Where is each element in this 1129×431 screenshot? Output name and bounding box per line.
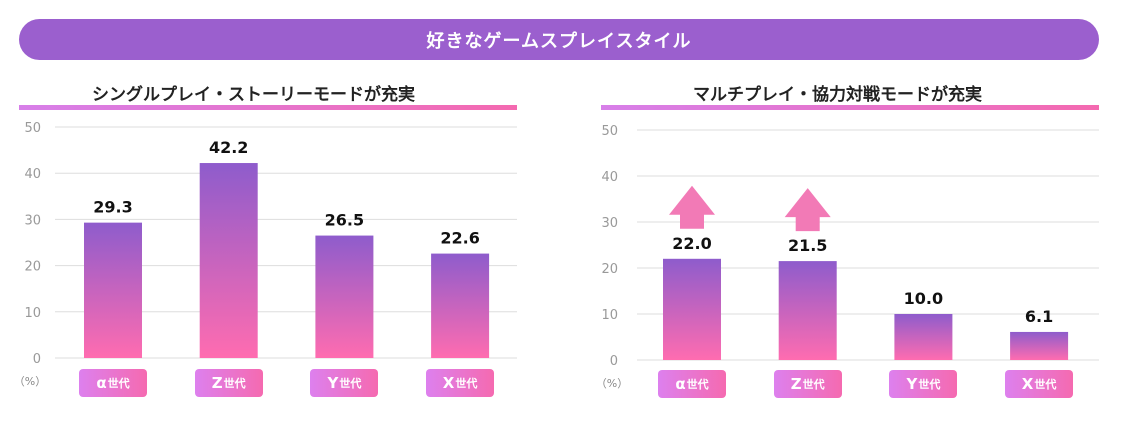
category-letter: Z [790, 375, 802, 393]
bar [778, 261, 837, 360]
y-tick-label: 30 [601, 216, 618, 231]
up-arrow-icon [669, 185, 715, 229]
bar [894, 314, 953, 360]
y-tick-label: 20 [24, 260, 41, 275]
y-tick-label: 50 [601, 124, 618, 139]
chart-title: マルチプレイ・協力対戦モードが充実 [693, 85, 982, 105]
up-arrow-icon [784, 188, 831, 232]
y-tick-label: 20 [601, 262, 618, 277]
category-letter: α [675, 375, 686, 393]
category-letter: Y [327, 374, 339, 392]
category-letter: X [442, 374, 455, 392]
y-tick-label: 50 [24, 121, 41, 136]
category-suffix: 世代 [1034, 378, 1057, 391]
bar [84, 222, 142, 358]
category-badge: Y 世代 [889, 370, 958, 398]
bar-value-label: 42.2 [209, 138, 248, 157]
bar [199, 163, 258, 358]
category-badge: α 世代 [658, 370, 726, 398]
bar-value-label: 22.0 [672, 234, 711, 253]
category-letter: Z [211, 374, 223, 392]
bar [1010, 331, 1069, 360]
bar [315, 235, 374, 358]
category-badge: X 世代 [1005, 370, 1074, 398]
bar-value-label: 26.5 [325, 211, 364, 230]
y-tick-label: 40 [601, 170, 618, 185]
y-tick-label: 10 [24, 306, 41, 321]
category-suffix: 世代 [107, 377, 130, 390]
y-unit-label: （%） [596, 377, 628, 390]
chart-title: シングルプレイ・ストーリーモードが充実 [92, 85, 415, 105]
category-badge: Z 世代 [773, 370, 842, 398]
category-suffix: 世代 [802, 378, 825, 391]
category-suffix: 世代 [339, 377, 362, 390]
category-badge: Y 世代 [310, 369, 379, 397]
category-letter: Y [906, 375, 918, 393]
category-badge: Z 世代 [194, 369, 263, 397]
y-tick-label: 0 [610, 354, 618, 369]
category-letter: X [1021, 375, 1034, 393]
bar-value-label: 22.6 [440, 229, 479, 248]
category-suffix: 世代 [455, 377, 478, 390]
bar [431, 253, 490, 358]
y-tick-label: 40 [24, 167, 41, 182]
bar-value-label: 29.3 [93, 198, 132, 217]
banner-title: 好きなゲームスプレイスタイル [426, 30, 692, 52]
category-suffix: 世代 [686, 378, 709, 391]
y-tick-label: 0 [33, 352, 41, 367]
section-banner: 好きなゲームスプレイスタイル [19, 19, 1099, 60]
title-underline [19, 105, 517, 110]
bar-value-label: 10.0 [904, 289, 943, 308]
title-underline [601, 105, 1099, 110]
category-suffix: 世代 [918, 378, 941, 391]
bar [663, 258, 721, 360]
y-tick-label: 10 [601, 308, 618, 323]
category-badge: α 世代 [79, 369, 147, 397]
category-letter: α [96, 374, 107, 392]
category-suffix: 世代 [223, 377, 246, 390]
y-unit-label: （%） [14, 375, 46, 388]
bar-value-label: 6.1 [1025, 307, 1053, 326]
category-badge: X 世代 [426, 369, 495, 397]
bar-value-label: 21.5 [788, 236, 827, 255]
y-tick-label: 30 [24, 213, 41, 228]
